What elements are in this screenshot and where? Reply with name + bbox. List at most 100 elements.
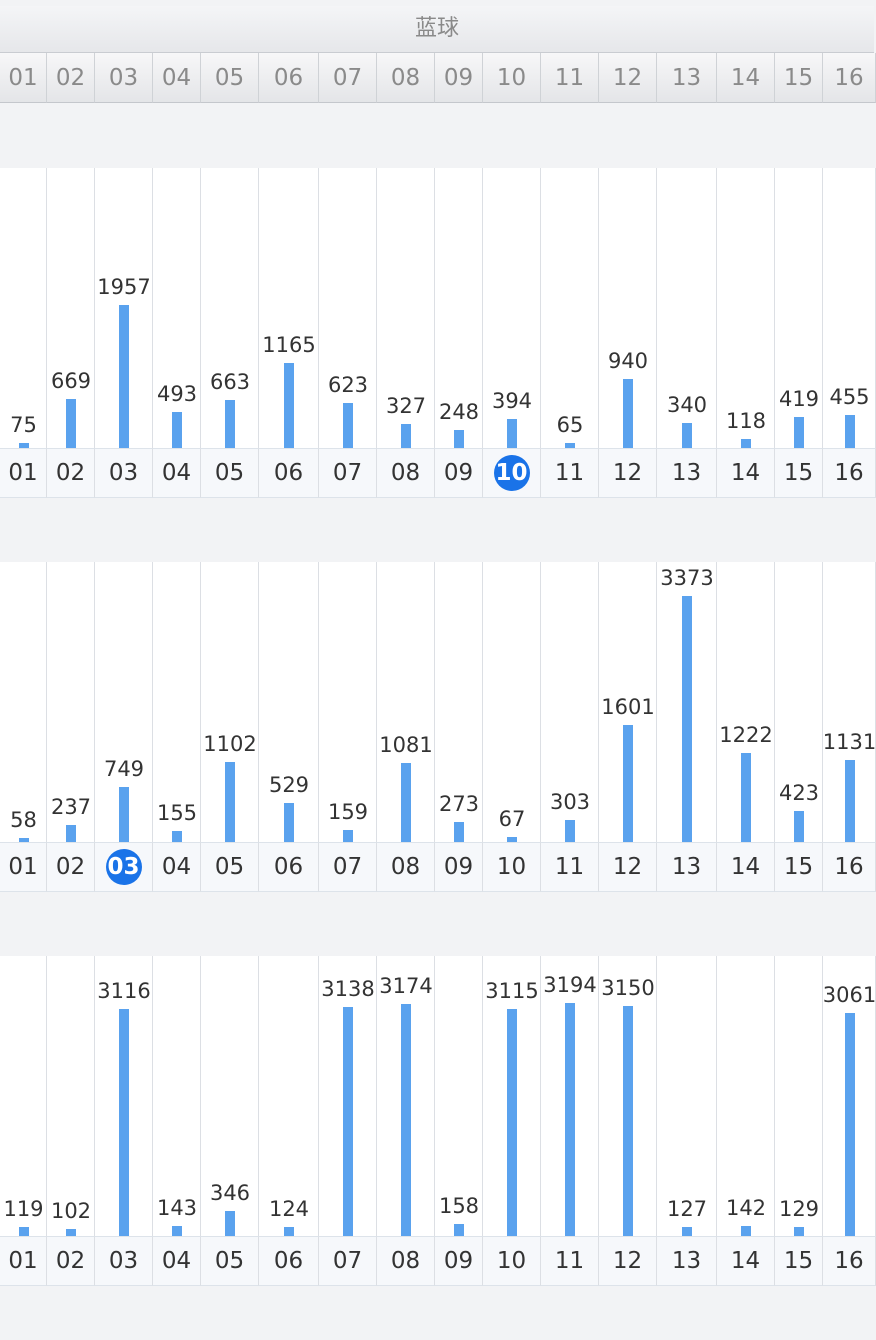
header-number: 12 <box>599 53 657 103</box>
category-label: 15 <box>775 448 823 498</box>
category-label: 02 <box>47 842 95 892</box>
category-label: 14 <box>717 842 775 892</box>
category-label: 10 <box>483 842 541 892</box>
header-number: 10 <box>483 53 541 103</box>
category-label-text: 06 <box>273 460 304 486</box>
data-label: 127 <box>666 1196 708 1221</box>
category-label: 12 <box>599 1236 657 1286</box>
category-label-text: 16 <box>834 854 864 880</box>
data-label: 3061 <box>822 982 876 1007</box>
category-label: 13 <box>657 842 717 892</box>
category-label: 11 <box>541 448 599 498</box>
data-label: 3138 <box>321 977 375 1002</box>
bar <box>454 822 464 842</box>
column-background <box>541 562 599 842</box>
category-label: 01 <box>0 842 47 892</box>
highlighted-category-label: 10 <box>483 448 541 498</box>
category-label: 06 <box>259 1236 319 1286</box>
category-label-text: 14 <box>730 1248 761 1274</box>
column-background <box>0 956 47 1236</box>
category-label: 03 <box>95 448 153 498</box>
category-label: 15 <box>775 842 823 892</box>
bar <box>401 763 411 842</box>
column-background <box>153 956 201 1236</box>
category-label-text: 05 <box>214 460 245 486</box>
header-number: 16 <box>823 53 876 103</box>
bar <box>454 429 464 448</box>
data-label: 1081 <box>379 733 433 758</box>
category-label: 13 <box>657 1236 717 1286</box>
bar <box>284 1226 294 1236</box>
data-label: 3150 <box>601 976 655 1001</box>
category-label: 13 <box>657 448 717 498</box>
bar <box>343 830 353 842</box>
category-label-text: 09 <box>443 854 474 880</box>
data-label: 529 <box>268 773 310 798</box>
data-label: 394 <box>491 389 533 414</box>
highlight-circle <box>493 455 530 491</box>
data-label: 493 <box>156 382 198 407</box>
category-label: 05 <box>201 448 259 498</box>
data-label: 3373 <box>660 565 714 590</box>
category-label-text: 13 <box>671 1248 702 1274</box>
category-label-text: 07 <box>332 1248 363 1274</box>
category-label-text: 15 <box>783 460 814 486</box>
bar <box>343 402 353 448</box>
category-label-text: 07 <box>332 460 363 486</box>
category-label-text: 03 <box>108 460 139 486</box>
bar <box>507 419 517 448</box>
category-label-text: 11 <box>554 1248 585 1274</box>
category-label-text: 04 <box>161 854 192 880</box>
category-label: 06 <box>259 448 319 498</box>
category-label-text: 07 <box>332 854 363 880</box>
header-number: 11 <box>541 53 599 103</box>
header-number: 15 <box>775 53 823 103</box>
category-label-text: 02 <box>55 1248 86 1274</box>
category-label: 14 <box>717 448 775 498</box>
data-label: 1222 <box>719 722 773 747</box>
column-background <box>319 168 377 448</box>
category-label-text: 06 <box>273 1248 304 1274</box>
data-label: 455 <box>829 384 870 409</box>
column-background <box>657 956 717 1236</box>
category-label-text: 15 <box>783 1248 814 1274</box>
bar <box>225 399 235 448</box>
category-label-text: 02 <box>55 854 86 880</box>
bar <box>66 1228 76 1236</box>
category-label: 09 <box>435 842 483 892</box>
bar <box>343 1007 353 1236</box>
data-label: 1102 <box>203 731 257 756</box>
category-label-text: 02 <box>55 460 86 486</box>
bar <box>565 443 575 448</box>
data-label: 65 <box>556 413 584 438</box>
bar <box>682 595 692 842</box>
data-label: 940 <box>607 349 649 374</box>
column-background <box>201 956 259 1236</box>
category-label: 15 <box>775 1236 823 1286</box>
page-title: 蓝球 <box>0 6 874 53</box>
bar <box>741 1225 751 1236</box>
highlighted-category-label: 03 <box>95 842 153 892</box>
category-label: 08 <box>377 448 435 498</box>
bar <box>682 1226 692 1236</box>
data-label: 118 <box>725 409 767 434</box>
bar <box>119 787 129 842</box>
column-background <box>775 168 823 448</box>
column-background <box>435 168 483 448</box>
category-label-text: 01 <box>8 854 38 880</box>
category-label-text: 09 <box>443 1248 474 1274</box>
category-label-text: 10 <box>496 1248 527 1274</box>
category-label: 16 <box>823 448 876 498</box>
category-label: 02 <box>47 448 95 498</box>
category-label: 16 <box>823 842 876 892</box>
bar <box>794 1226 804 1236</box>
bar <box>844 414 855 448</box>
category-label-text: 12 <box>612 1248 643 1274</box>
data-label: 3194 <box>543 973 597 998</box>
column-background <box>377 168 435 448</box>
category-label-text: 01 <box>8 460 38 486</box>
bar <box>18 837 29 842</box>
bar <box>741 752 751 842</box>
category-label: 09 <box>435 448 483 498</box>
category-label-text: 08 <box>390 1248 421 1274</box>
